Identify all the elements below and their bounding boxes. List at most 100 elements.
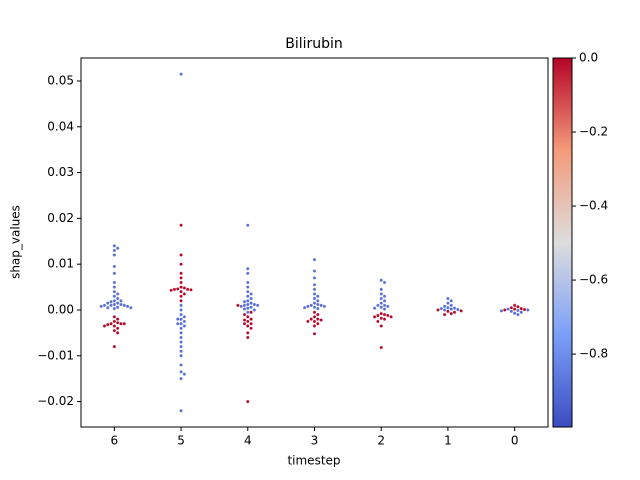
point [382, 303, 387, 308]
point [246, 294, 250, 298]
point [312, 324, 317, 328]
point [112, 248, 117, 253]
point [382, 294, 387, 298]
point [386, 313, 390, 318]
point [179, 370, 183, 374]
point [112, 253, 117, 257]
point [382, 280, 387, 285]
point [246, 285, 250, 289]
y-tick-label: 0.05 [47, 73, 74, 87]
x-tick-label: 1 [444, 434, 452, 448]
point [252, 302, 257, 307]
plot-frame [80, 57, 549, 428]
x-axis-label: timestep [287, 454, 340, 468]
point [102, 324, 107, 328]
point [449, 299, 453, 303]
point [526, 308, 530, 312]
point [112, 324, 117, 328]
point [115, 292, 120, 296]
point [115, 296, 120, 301]
point [382, 317, 387, 321]
point [249, 326, 253, 331]
point [512, 303, 517, 308]
x-tick-label: 5 [177, 434, 185, 448]
x-tick-label: 2 [377, 434, 385, 448]
point [442, 308, 447, 312]
point [439, 306, 444, 311]
point [379, 287, 383, 292]
point [242, 312, 247, 317]
point [249, 321, 253, 326]
y-tick-label: 0.04 [47, 119, 74, 133]
point [112, 315, 117, 319]
point [312, 332, 317, 336]
point [389, 315, 393, 319]
point [182, 324, 187, 328]
point [322, 304, 327, 309]
point [172, 287, 177, 292]
point [376, 303, 380, 308]
point [379, 278, 383, 282]
point [452, 310, 457, 315]
point [112, 344, 117, 349]
point [242, 321, 247, 326]
point [246, 319, 250, 324]
point [312, 276, 317, 280]
point [246, 399, 250, 404]
y-tick-label: 0.03 [47, 165, 74, 179]
point [379, 296, 383, 301]
point [316, 294, 320, 298]
point [442, 304, 447, 309]
point [249, 292, 253, 296]
point [386, 304, 390, 309]
point [115, 301, 120, 305]
point [246, 289, 250, 294]
y-tick-label: −0.01 [37, 348, 74, 362]
point [252, 308, 257, 312]
point [176, 287, 180, 291]
point [179, 340, 183, 344]
point [112, 294, 117, 298]
point [312, 315, 317, 319]
point [382, 299, 387, 303]
point [182, 292, 187, 296]
point [109, 299, 113, 304]
point [242, 318, 247, 322]
point [179, 312, 183, 317]
point [516, 312, 520, 317]
point [379, 324, 383, 328]
point [179, 326, 183, 331]
point [446, 309, 450, 314]
point [179, 223, 183, 228]
point [125, 304, 130, 309]
point [182, 286, 187, 290]
point [309, 317, 313, 321]
point [312, 257, 317, 262]
point [246, 280, 250, 285]
point [179, 253, 183, 257]
point [246, 315, 250, 319]
colorbar-tick-label: 0.0 [579, 51, 598, 65]
point [112, 319, 117, 324]
point [179, 408, 183, 413]
point [112, 299, 117, 303]
point [185, 287, 190, 292]
point [112, 244, 117, 248]
y-tick-label: 0.00 [47, 302, 74, 316]
x-tick-label: 3 [311, 434, 319, 448]
point [306, 319, 310, 324]
point [255, 303, 260, 308]
y-tick-label: 0.01 [47, 257, 74, 271]
point [179, 321, 183, 326]
point [316, 299, 320, 303]
point [249, 305, 253, 309]
point [129, 305, 133, 310]
point [122, 321, 127, 326]
point [115, 326, 120, 331]
point [376, 313, 380, 318]
point [379, 311, 383, 316]
y-tick-label: −0.02 [37, 394, 74, 408]
point [246, 271, 250, 276]
point [119, 302, 123, 307]
point [112, 280, 117, 285]
